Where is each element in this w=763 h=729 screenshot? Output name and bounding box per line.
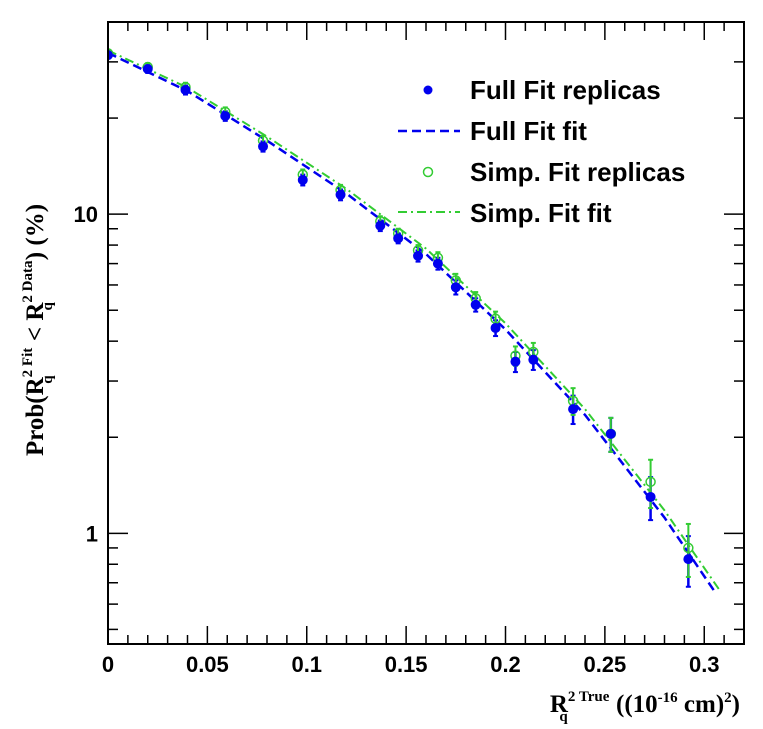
full-replica-point [605, 428, 616, 439]
y-tick-label: 1 [86, 521, 98, 546]
x-tick-label: 0.3 [689, 652, 720, 677]
legend-label-full-replicas: Full Fit replicas [470, 75, 661, 105]
full-replica-point [568, 404, 579, 415]
x-tick-label: 0.2 [490, 652, 521, 677]
plot-area [108, 48, 721, 592]
legend-label-simp-fit: Simp. Fit fit [470, 198, 612, 228]
legend-marker-simp-replicas [422, 166, 434, 178]
full-replica-point [450, 282, 461, 293]
full-replica-point [180, 84, 191, 95]
simp-replica-point [683, 542, 694, 554]
full-replica-point [510, 356, 521, 367]
full-replica-point [683, 554, 694, 565]
y-tick-label: 10 [74, 202, 98, 227]
full-replica-point [528, 354, 539, 365]
axis-ticks [107, 21, 745, 644]
full-replica-point [258, 141, 269, 152]
full-replica-point [335, 189, 346, 200]
full-replica-point [220, 111, 231, 122]
legend-label-full-fit: Full Fit fit [470, 116, 587, 146]
full-replica-point [108, 50, 113, 61]
full-replica-point [413, 250, 424, 261]
full-replica-point [645, 491, 656, 502]
full-replica-point [393, 233, 404, 244]
simp-replica-point [645, 476, 656, 488]
y-axis-label: Prob(R2 Fitq < R2 Dataq) (%) [20, 204, 56, 456]
full-replica-point [375, 220, 386, 231]
simp-fit-line [108, 49, 721, 592]
plot-frame [107, 21, 745, 645]
x-tick-label: 0.15 [385, 652, 428, 677]
full-replica-point [470, 299, 481, 310]
full-replica-point [142, 63, 153, 74]
full-replica-point [490, 322, 501, 333]
legend-label-simp-replicas: Simp. Fit replicas [470, 157, 685, 187]
full-fit-line [108, 51, 716, 592]
x-axis-label: R2 True q ((10-16 cm)2) [550, 689, 740, 725]
x-tick-label: 0.1 [291, 652, 322, 677]
tick-labels: 0 0.05 0.1 0.15 0.2 0.25 0.3 1 10 [74, 202, 720, 677]
full-replica-point [432, 258, 443, 269]
x-tick-label: 0.05 [186, 652, 229, 677]
legend-marker-full-replicas [423, 85, 433, 95]
x-tick-label: 0 [102, 652, 114, 677]
x-tick-label: 0.25 [583, 652, 626, 677]
legend: Full Fit replicas Full Fit fit Simp. Fit… [398, 75, 685, 228]
full-replica-point [297, 174, 308, 185]
